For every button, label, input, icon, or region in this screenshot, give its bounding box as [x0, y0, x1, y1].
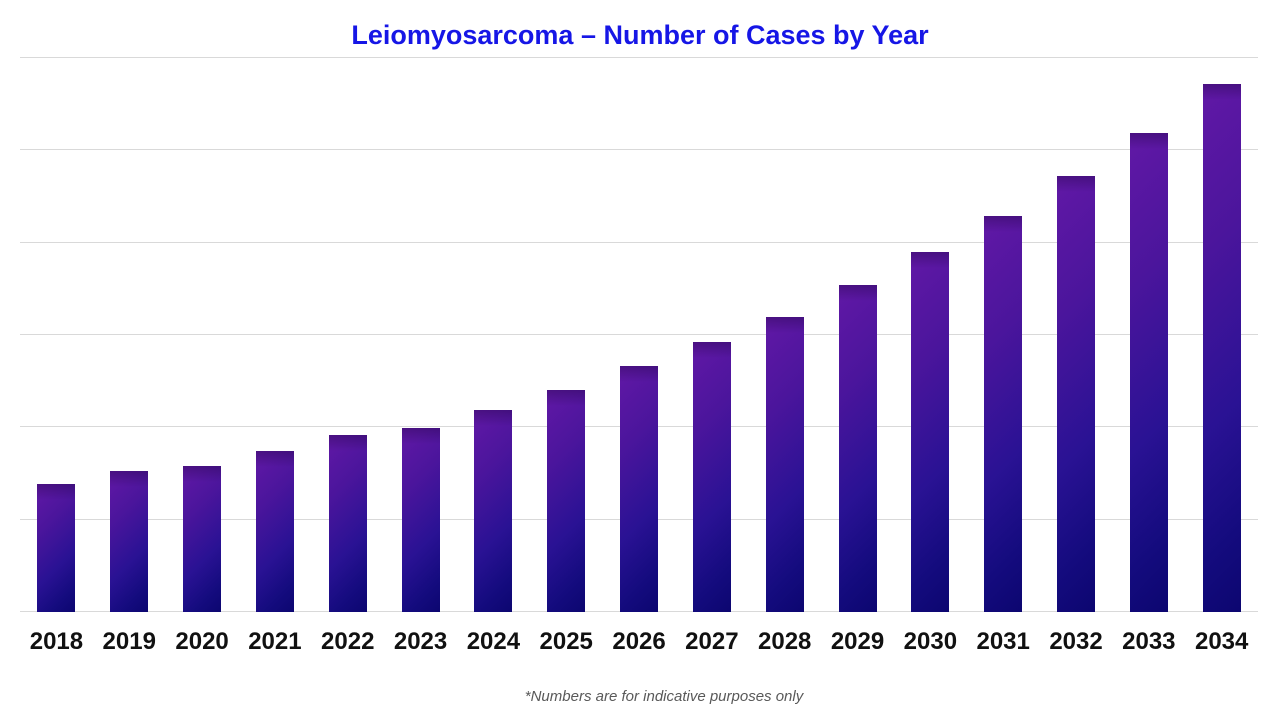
bar-2027	[692, 342, 731, 612]
bar-2031	[984, 215, 1023, 612]
bar-slot-2019	[93, 58, 166, 612]
bar-slot-2027	[675, 58, 748, 612]
bar-slot-2033	[1112, 58, 1185, 612]
x-tick-label-2025: 2025	[539, 628, 593, 655]
bar-2019	[110, 470, 149, 612]
bar-2026	[620, 366, 659, 612]
bar-slot-2021	[238, 58, 311, 612]
bar-2021	[255, 451, 294, 612]
bar-slot-2026	[603, 58, 676, 612]
x-tick-label-2033: 2033	[1122, 628, 1176, 655]
chart-title: Leiomyosarcoma – Number of Cases by Year	[351, 20, 929, 50]
gridline	[20, 241, 1258, 243]
bar-2024	[474, 409, 513, 612]
plot-area	[20, 57, 1258, 612]
gridline	[20, 334, 1258, 335]
chart-footnote: *Numbers are for indicative purposes onl…	[524, 688, 804, 705]
bar-slot-2034	[1185, 58, 1258, 612]
bar-slot-2022	[311, 58, 384, 612]
bar-2029	[838, 285, 877, 612]
x-tick-label-2019: 2019	[102, 628, 156, 655]
x-tick-label-2023: 2023	[393, 628, 448, 655]
bar-slot-2023	[384, 58, 457, 612]
x-tick-label-2034: 2034	[1194, 628, 1249, 655]
bar-2028	[765, 316, 804, 612]
bar-2022	[328, 434, 367, 612]
bar-2018	[37, 483, 76, 612]
x-tick-label-2021: 2021	[248, 628, 302, 655]
x-tick-label-2027: 2027	[685, 628, 739, 655]
bar-2025	[547, 390, 586, 612]
bar-slot-2024	[457, 58, 530, 612]
bar-2034	[1202, 83, 1241, 612]
x-tick-label-2024: 2024	[466, 628, 521, 655]
x-tick-label-2018: 2018	[29, 628, 84, 655]
x-tick-label-2026: 2026	[612, 628, 666, 655]
gridline	[20, 149, 1258, 151]
x-tick-label-2030: 2030	[903, 628, 958, 655]
x-tick-label-2028: 2028	[758, 628, 812, 655]
bar-slot-2030	[894, 58, 967, 612]
x-tick-label-2029: 2029	[830, 628, 885, 655]
x-tick-label-2020: 2020	[175, 628, 229, 655]
bar-slot-2020	[166, 58, 239, 612]
bar-slot-2025	[530, 58, 603, 612]
bar-2023	[401, 428, 440, 612]
bar-2032	[1057, 176, 1095, 612]
bar-2030	[911, 251, 950, 612]
x-tick-label-2022: 2022	[321, 628, 375, 655]
bar-slot-2032	[1040, 58, 1113, 612]
bar-2020	[183, 466, 222, 612]
x-axis-labels: 2018 2019 2020 2021 2022 2023 2024 2025 2026 2027…	[20, 628, 1258, 656]
bar-slot-2031	[967, 58, 1040, 612]
gridline	[20, 57, 1258, 58]
bar-slot-2018	[20, 58, 93, 612]
x-tick-label-2032: 2032	[1049, 628, 1103, 655]
bars-layer	[20, 58, 1258, 612]
bar-2033	[1129, 132, 1168, 612]
bar-slot-2029	[821, 58, 894, 612]
bar-slot-2028	[748, 58, 821, 612]
x-tick-label-2031: 2031	[976, 628, 1030, 655]
